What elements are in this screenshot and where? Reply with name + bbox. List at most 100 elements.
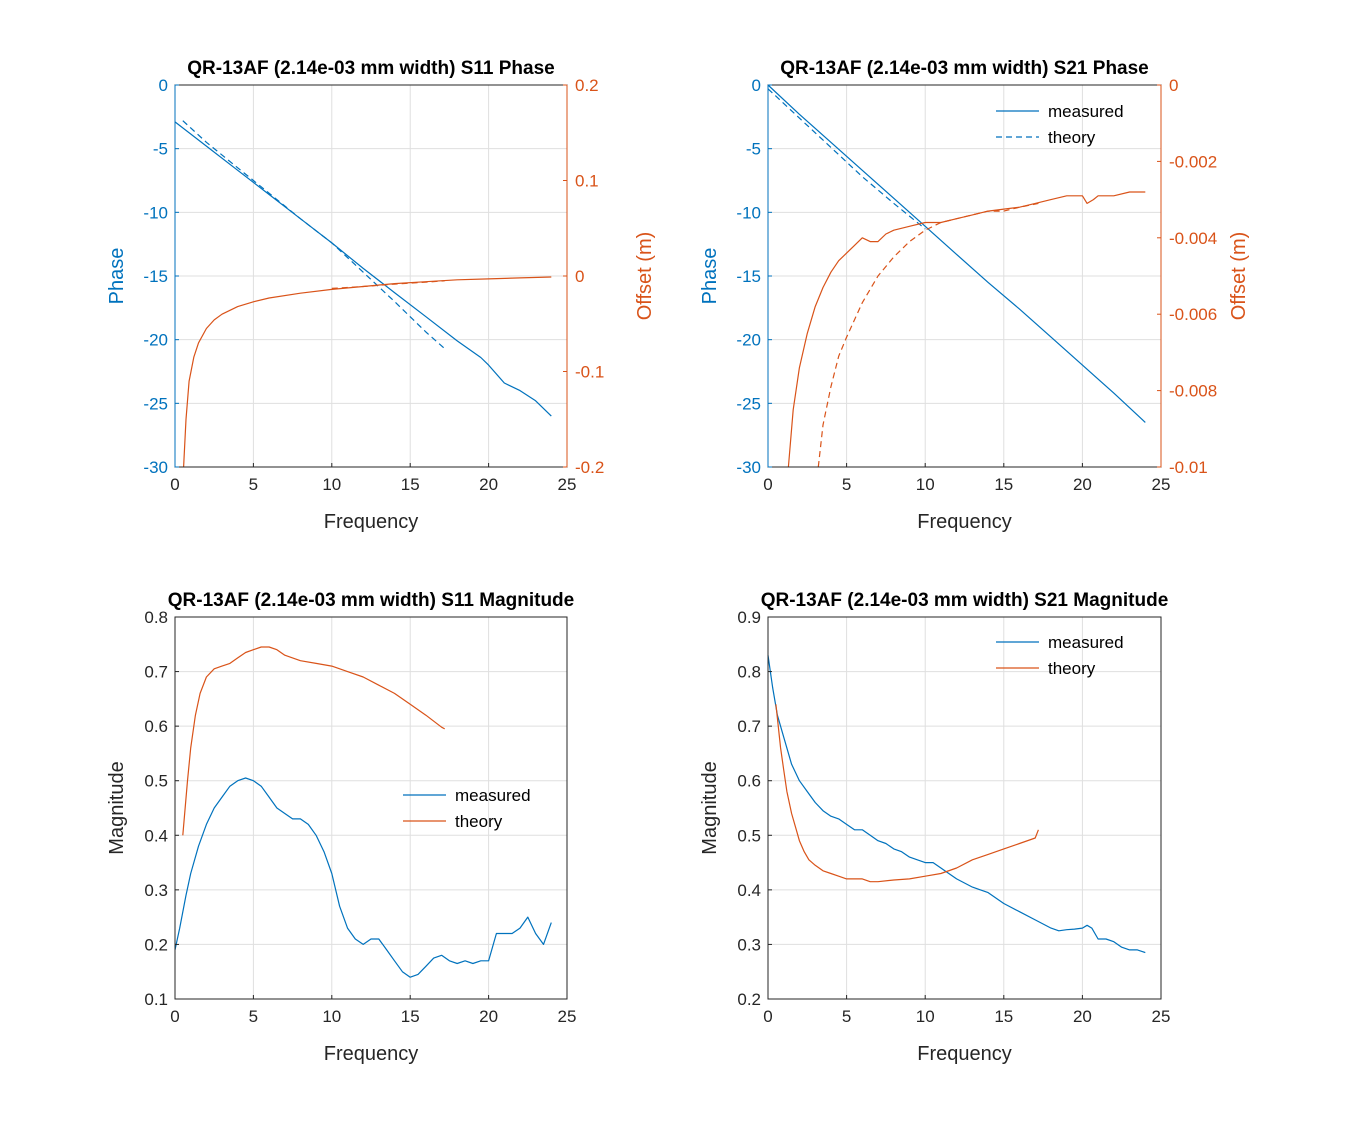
y-tick-label: -5	[746, 140, 761, 159]
x-tick-label: 5	[249, 1007, 258, 1026]
x-tick-label: 25	[558, 475, 577, 494]
legend: measured theory	[996, 102, 1124, 147]
series-line-1	[174, 121, 552, 417]
series-line-2	[182, 120, 446, 350]
x-tick-label: 20	[1073, 475, 1092, 494]
legend-label-theory: theory	[1048, 128, 1096, 147]
x-tick-label: 10	[322, 475, 341, 494]
series-line-1	[174, 777, 552, 978]
x-tick-label: 0	[763, 1007, 772, 1026]
x-tick-label: 25	[1152, 1007, 1171, 1026]
series-line-3	[183, 276, 552, 468]
y-tick-label: 0.3	[144, 881, 168, 900]
y-tick-label: -20	[143, 331, 168, 350]
y-tick-label: 0	[159, 76, 168, 95]
y-tick-label: -10	[736, 203, 761, 222]
legend-label-measured: measured	[1048, 102, 1124, 121]
chart-panel-4: 0 5 10 15 20 25 0.9 0.8 0.7 0.6 0.5 0.4 0.3 0.2 QR-13A…	[699, 590, 1170, 1065]
y-tick-label: 0.5	[144, 772, 168, 791]
legend-label-theory: theory	[455, 812, 503, 831]
y-tick-label: 0.9	[737, 608, 761, 627]
x-tick-label: 15	[994, 1007, 1013, 1026]
chart-panel-2: 0 5 10 15 20 250-5-10-15-20-25-300-0.002-0.00…	[699, 58, 1250, 533]
y-tick-label: -15	[736, 267, 761, 286]
y2-tick-label: 0.2	[575, 76, 599, 95]
series-line-1	[767, 655, 1146, 954]
y2-tick-label: 0.1	[575, 172, 599, 191]
y2-tick-label: 0	[575, 267, 584, 286]
y-axis-label: Phase	[699, 248, 721, 305]
grid-lines	[174, 84, 568, 468]
y-tick-label: 0.8	[144, 608, 168, 627]
y2-axis-label: Offset (m)	[634, 232, 656, 321]
y-tick-label: 0.2	[737, 990, 761, 1009]
y-axis-label: Magnitude	[699, 761, 721, 854]
chart-title: QR-13AF (2.14e-03 mm width) S21 Magnitud…	[761, 590, 1169, 611]
y-tick-label: 0.6	[144, 717, 168, 736]
axes-frame	[174, 616, 568, 1000]
x-tick-label: 25	[558, 1007, 577, 1026]
y2-tick-label: -0.1	[575, 363, 604, 382]
y2-axis-label: Offset (m)	[1228, 232, 1250, 321]
y2-tick-label: -0.002	[1169, 152, 1217, 171]
chart-title: QR-13AF (2.14e-03 mm width) S11 Magnitud…	[168, 590, 574, 611]
y2-tick-label: -0.008	[1169, 382, 1217, 401]
x-tick-label: 25	[1152, 475, 1171, 494]
x-tick-label: 15	[401, 1007, 420, 1026]
y-tick-label: 0.7	[144, 663, 168, 682]
series-line-2	[767, 88, 926, 230]
legend-label-measured: measured	[1048, 633, 1124, 652]
legend: measured theory	[403, 786, 531, 831]
y-tick-label: 0.1	[144, 990, 168, 1009]
x-tick-label: 15	[401, 475, 420, 494]
x-axis-label: Frequency	[917, 511, 1012, 533]
y-tick-label: -30	[143, 458, 168, 477]
axes-frame	[767, 616, 1162, 1000]
y-tick-label: -30	[736, 458, 761, 477]
x-tick-label: 0	[170, 1007, 179, 1026]
y-tick-label: -20	[736, 331, 761, 350]
x-axis-label: Frequency	[917, 1043, 1012, 1065]
y-tick-label: 0.4	[737, 881, 761, 900]
y-tick-label: 0	[752, 76, 761, 95]
x-tick-label: 0	[763, 475, 772, 494]
y2-tick-label: 0	[1169, 76, 1178, 95]
series-line-2	[775, 704, 1039, 883]
y2-tick-label: -0.01	[1169, 458, 1208, 477]
x-tick-label: 15	[994, 475, 1013, 494]
series-line-4	[817, 202, 1039, 468]
chart-title: QR-13AF (2.14e-03 mm width) S21 Phase	[780, 58, 1149, 79]
y-axis-label: Phase	[106, 248, 128, 305]
x-axis-label: Frequency	[324, 511, 419, 533]
y2-tick-label: -0.004	[1169, 229, 1217, 248]
chart-panel-3: 0 5 10 15 20 25 0.8 0.7 0.6 0.5 0.4 0.3 0.2 0.1 QR-13A…	[106, 590, 576, 1065]
x-tick-label: 20	[1073, 1007, 1092, 1026]
series-line-1	[767, 84, 1146, 423]
series-line-4	[331, 280, 445, 289]
series-line-2	[182, 646, 445, 836]
y-axis-label: Magnitude	[106, 761, 128, 854]
y-tick-label: 0.7	[737, 717, 761, 736]
chart-title: QR-13AF (2.14e-03 mm width) S11 Phase	[187, 58, 554, 79]
y-tick-label: -10	[143, 203, 168, 222]
y-tick-label: 0.8	[737, 663, 761, 682]
x-axis-label: Frequency	[324, 1043, 419, 1065]
plot-area	[175, 617, 567, 999]
x-tick-label: 0	[170, 475, 179, 494]
x-tick-label: 10	[322, 1007, 341, 1026]
y2-tick-label: -0.2	[575, 458, 604, 477]
x-tick-label: 20	[479, 1007, 498, 1026]
y-tick-label: -5	[153, 140, 168, 159]
x-tick-label: 20	[479, 475, 498, 494]
legend: measured theory	[996, 633, 1124, 678]
x-tick-label: 5	[842, 475, 851, 494]
y-tick-label: 0.5	[737, 826, 761, 845]
y-tick-label: 0.4	[144, 826, 168, 845]
x-tick-label: 5	[249, 475, 258, 494]
y-tick-label: -25	[143, 394, 168, 413]
legend-label-theory: theory	[1048, 659, 1096, 678]
y2-tick-label: -0.006	[1169, 305, 1217, 324]
y-tick-label: 0.2	[144, 935, 168, 954]
chart-panel-1: 0 5 10 15 20 25 0 -5 -10 -15 -20 -25 -30 0.2 0.1 0 -0.1 -…	[106, 58, 656, 533]
